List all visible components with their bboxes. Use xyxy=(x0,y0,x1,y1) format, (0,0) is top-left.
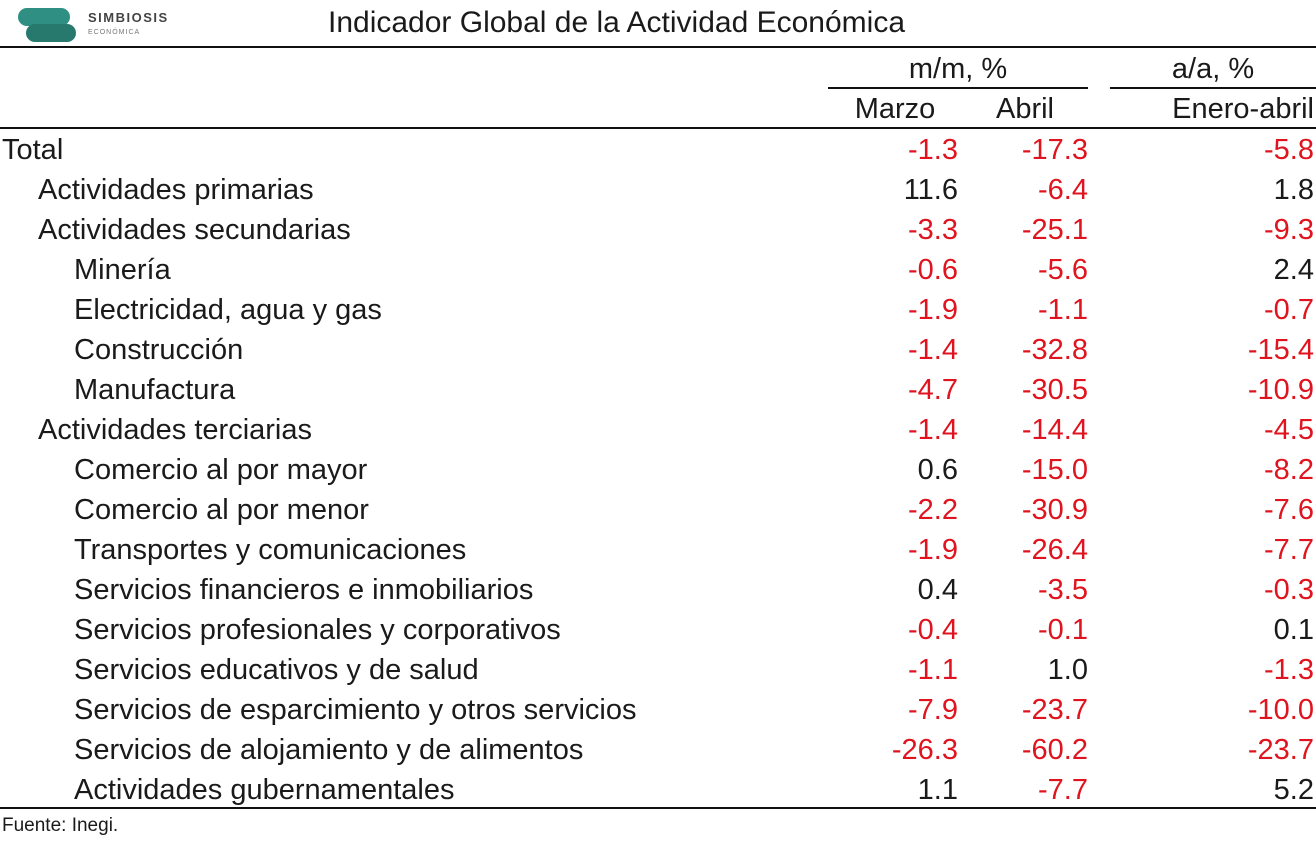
column-header: Abril xyxy=(995,93,1054,125)
value-cell: -4.7 xyxy=(908,374,958,406)
value-cell: -1.1 xyxy=(1038,294,1088,326)
value-cell: 2.4 xyxy=(1273,254,1314,286)
logo-mark xyxy=(18,8,76,42)
value-cell: 1.1 xyxy=(917,774,958,806)
value-cell: 0.6 xyxy=(917,454,958,486)
group-header: m/m, % xyxy=(908,53,1008,85)
column-header: Enero-abril xyxy=(1172,93,1314,125)
value-cell: -0.6 xyxy=(908,254,958,286)
row-label: Actividades secundarias xyxy=(38,214,351,246)
row-label: Servicios profesionales y corporativos xyxy=(74,614,561,646)
value-cell: -0.1 xyxy=(1038,614,1088,646)
value-cell: -1.3 xyxy=(908,134,958,166)
value-cell: -0.7 xyxy=(1264,294,1314,326)
bottom-rule xyxy=(0,807,1316,809)
value-cell: 5.2 xyxy=(1273,774,1314,806)
value-cell: -26.4 xyxy=(1021,534,1088,566)
value-cell: -14.4 xyxy=(1021,414,1088,446)
row-label: Servicios de alojamiento y de alimentos xyxy=(74,734,584,766)
group-rule xyxy=(828,87,1088,89)
row-label: Actividades primarias xyxy=(38,174,314,206)
value-cell: -26.3 xyxy=(891,734,958,766)
row-label: Comercio al por mayor xyxy=(74,454,368,486)
row-label: Actividades terciarias xyxy=(38,414,312,446)
row-label: Transportes y comunicaciones xyxy=(74,534,467,566)
row-label: Construcción xyxy=(74,334,244,366)
logo-subname: ECONÓMICA xyxy=(88,29,141,36)
row-label: Electricidad, agua y gas xyxy=(74,294,382,326)
row-label: Comercio al por menor xyxy=(74,494,369,526)
value-cell: -1.1 xyxy=(908,654,958,686)
value-cell: -8.2 xyxy=(1264,454,1314,486)
value-cell: -10.0 xyxy=(1247,694,1314,726)
value-cell: -9.3 xyxy=(1264,214,1314,246)
value-cell: -23.7 xyxy=(1247,734,1314,766)
value-cell: -7.9 xyxy=(908,694,958,726)
value-cell: 11.6 xyxy=(903,174,958,206)
value-cell: -30.9 xyxy=(1021,494,1088,526)
value-cell: -5.8 xyxy=(1264,134,1314,166)
value-cell: -17.3 xyxy=(1021,134,1088,166)
value-cell: -3.3 xyxy=(908,214,958,246)
value-cell: -1.9 xyxy=(908,294,958,326)
value-cell: -32.8 xyxy=(1021,334,1088,366)
title: Indicador Global de la Actividad Económi… xyxy=(328,6,906,39)
row-label: Servicios financieros e inmobiliarios xyxy=(74,574,534,606)
value-cell: 0.4 xyxy=(917,574,958,606)
value-cell: -4.5 xyxy=(1264,414,1314,446)
row-label: Minería xyxy=(74,254,171,286)
value-cell: 1.8 xyxy=(1273,174,1314,206)
title-rule xyxy=(0,46,1316,48)
row-label: Servicios de esparcimiento y otros servi… xyxy=(74,694,637,726)
value-cell: -6.4 xyxy=(1038,174,1088,206)
value-cell: -7.6 xyxy=(1264,494,1314,526)
header-rule xyxy=(0,127,1316,129)
value-cell: -25.1 xyxy=(1021,214,1088,246)
value-cell: 0.1 xyxy=(1273,614,1314,646)
row-label: Manufactura xyxy=(74,374,236,406)
row-label: Total xyxy=(2,134,64,166)
row-label: Actividades gubernamentales xyxy=(74,774,455,806)
value-cell: -3.5 xyxy=(1038,574,1088,606)
row-label: Servicios educativos y de salud xyxy=(74,654,479,686)
value-cell: -2.2 xyxy=(908,494,958,526)
source: Fuente: Inegi. xyxy=(2,815,119,836)
value-cell: -23.7 xyxy=(1021,694,1088,726)
group-header: a/a, % xyxy=(1171,53,1255,85)
value-cell: -1.9 xyxy=(908,534,958,566)
value-cell: -60.2 xyxy=(1021,734,1088,766)
value-cell: -1.3 xyxy=(1264,654,1314,686)
value-cell: -15.4 xyxy=(1247,334,1314,366)
value-cell: -1.4 xyxy=(908,414,958,446)
value-cell: -1.4 xyxy=(908,334,958,366)
logo-name: SIMBIOSIS xyxy=(88,10,169,25)
value-cell: -10.9 xyxy=(1247,374,1314,406)
column-header: Marzo xyxy=(854,93,936,125)
value-cell: 1.0 xyxy=(1047,654,1088,686)
value-cell: -30.5 xyxy=(1021,374,1088,406)
value-cell: -0.3 xyxy=(1264,574,1314,606)
value-cell: -15.0 xyxy=(1021,454,1088,486)
value-cell: -0.4 xyxy=(908,614,958,646)
value-cell: -7.7 xyxy=(1038,774,1088,806)
group-rule xyxy=(1110,87,1316,89)
value-cell: -5.6 xyxy=(1038,254,1088,286)
value-cell: -7.7 xyxy=(1264,534,1314,566)
